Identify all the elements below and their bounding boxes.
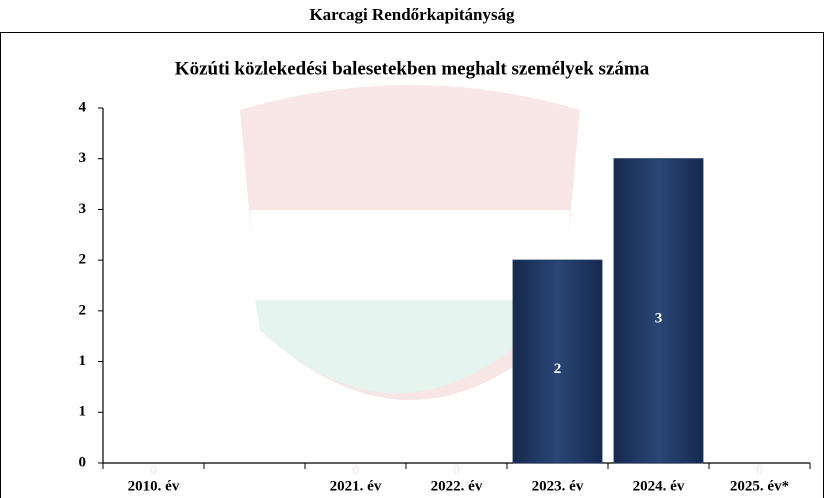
data-label: 2 [554,361,562,377]
chart-title: Közúti közlekedési balesetekben meghalt … [175,58,650,79]
x-tick-label: 2024. év [633,478,685,494]
x-tick-label: 2023. év [532,478,584,494]
x-tick-label: 2022. év [431,478,483,494]
y-tick-label: 1 [79,353,87,369]
y-tick-label: 2 [79,252,87,268]
data-label: 0 [756,462,764,478]
bar [512,259,603,464]
y-tick-label: 0 [79,454,87,470]
x-tick-label: 2010. év [128,478,180,494]
x-tick-label: 2021. év [330,478,382,494]
data-label: 3 [655,310,663,326]
header: Karcagi Rendőrkapitányság [309,5,515,24]
y-tick-label: 2 [79,302,87,318]
data-label: 0 [453,462,461,478]
frame [0,32,824,498]
y-tick-label: 4 [79,99,87,115]
background-emblem [240,85,580,400]
y-tick-label: 3 [79,150,87,166]
y-tick-label: 1 [79,404,87,420]
bar [613,158,704,464]
x-tick-label: 2025. év* [730,478,789,494]
data-label: 0 [150,462,158,478]
data-label: 0 [352,462,360,478]
y-tick-label: 3 [79,201,87,217]
